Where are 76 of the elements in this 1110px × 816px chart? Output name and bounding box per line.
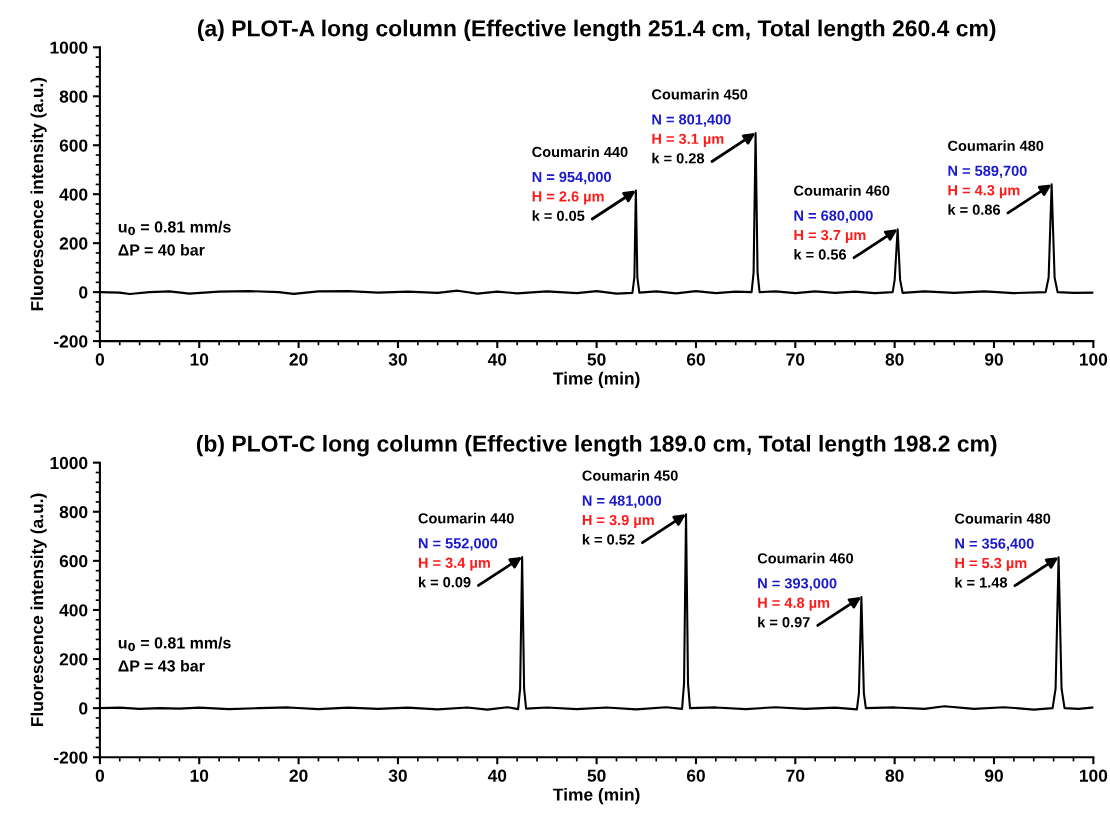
annotation: k = 0.86 — [948, 204, 1001, 215]
x-tick-label: 70 — [786, 353, 805, 366]
x-tick-label: 30 — [388, 769, 407, 782]
annotation: H = 3.1 µm — [652, 133, 724, 147]
annotation: k = 0.28 — [652, 152, 705, 164]
annotation: N = 589,700 — [948, 165, 1027, 179]
y-tick-label: 200 — [59, 237, 88, 250]
y-tick-label: 400 — [59, 188, 88, 201]
x-tick-label: 50 — [587, 353, 606, 366]
annotation: Coumarin 440 — [532, 146, 628, 158]
annotation: u$_{0}$ = 0.81 mm/s ΔP = 43 bar — [118, 636, 231, 672]
x-tick-label: 10 — [190, 353, 209, 366]
x-tick-label: 80 — [885, 769, 904, 782]
y-tick-label: 0 — [79, 702, 88, 715]
x-tick-label: 100 — [1079, 769, 1108, 782]
x-tick-label: 40 — [487, 353, 507, 366]
x-tick-label: 10 — [190, 769, 209, 782]
annotation: k = 0.97 — [758, 616, 810, 628]
y-tick-label: 1000 — [50, 41, 88, 54]
y-tick-label: 1000 — [50, 456, 88, 470]
x-tick-label: 0 — [95, 353, 105, 366]
y-axis-title: Fluorescence intensity (a.u.) — [30, 493, 47, 727]
annotation: N = 552,000 — [418, 538, 498, 551]
annotation: k = 1.48 — [955, 576, 1008, 588]
annotation: H = 2.6 µm — [532, 191, 604, 205]
annotation: N = 680,000 — [794, 210, 873, 223]
annotation: u$_{0}$ = 0.81 mm/s ΔP = 40 bar — [118, 220, 231, 256]
y-tick-label: -200 — [54, 751, 88, 764]
chart-title: (b) PLOT-C long column (Effective length 189.0 cm, Total length 198.2 cm) — [196, 434, 997, 457]
annotation: H = 4.8 µm — [758, 597, 830, 611]
y-axis-title: Fluorescence intensity (a.u.) — [30, 77, 47, 311]
y-tick-label: 0 — [79, 286, 88, 299]
annotation: k = 0.56 — [794, 248, 847, 260]
annotation: Coumarin 480 — [955, 513, 1051, 524]
annotation: Coumarin 480 — [948, 140, 1044, 151]
x-tick-label: 20 — [289, 353, 308, 366]
x-tick-label: 30 — [388, 353, 407, 366]
y-tick-label: -200 — [54, 335, 88, 348]
x-tick-label: 60 — [686, 769, 705, 782]
annotation: N = 393,000 — [758, 578, 837, 591]
annotation: H = 3.7 µm — [794, 229, 866, 244]
y-tick-label: 600 — [59, 139, 88, 152]
x-tick-label: 90 — [984, 353, 1003, 366]
annotation: Coumarin 450 — [652, 88, 748, 100]
annotation: Coumarin 450 — [582, 470, 678, 481]
x-tick-label: 100 — [1079, 353, 1108, 366]
x-axis-title: Time (min) — [553, 788, 640, 805]
y-tick-label: 400 — [59, 604, 88, 617]
x-tick-label: 0 — [95, 769, 105, 782]
annotation: N = 481,000 — [582, 495, 662, 508]
y-tick-label: 200 — [59, 653, 88, 666]
x-tick-label: 90 — [984, 769, 1003, 782]
annotation: k = 0.05 — [532, 210, 585, 221]
y-tick-label: 800 — [59, 90, 88, 103]
chart-title: (a) PLOT-A long column (Effective length 251.4 cm, Total length 260.4 cm) — [197, 19, 996, 42]
annotation: Coumarin 440 — [418, 512, 514, 524]
x-tick-label: 40 — [487, 769, 507, 782]
annotation: H = 3.4 µm — [418, 557, 490, 571]
annotation: H = 4.3 µm — [948, 185, 1020, 199]
annotation: k = 0.09 — [418, 576, 471, 588]
x-tick-label: 70 — [786, 769, 805, 782]
annotation: H = 5.3 µm — [955, 557, 1027, 572]
annotation: N = 356,400 — [955, 538, 1034, 551]
x-axis-title: Time (min) — [553, 371, 640, 389]
annotation: Coumarin 460 — [794, 185, 890, 196]
annotation: N = 801,400 — [652, 114, 731, 127]
annotation: Coumarin 460 — [757, 552, 854, 564]
annotation: H = 3.9 µm — [582, 514, 654, 529]
y-tick-label: 800 — [59, 505, 88, 519]
annotation: N = 954,000 — [532, 171, 611, 185]
x-tick-label: 50 — [587, 769, 606, 782]
annotation: k = 0.52 — [582, 533, 635, 545]
x-tick-label: 80 — [885, 353, 904, 366]
x-tick-label: 60 — [686, 353, 705, 366]
y-tick-label: 600 — [59, 555, 88, 568]
x-tick-label: 20 — [289, 769, 308, 782]
